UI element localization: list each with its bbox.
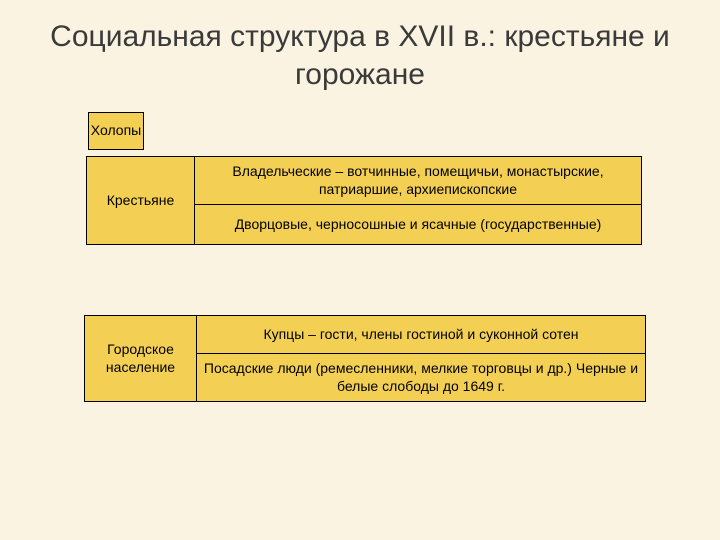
holopy-box: Холопы [88,112,144,150]
peasants-row2-cell: Дворцовые, черносошные и ясачные (госуда… [195,205,642,245]
townsmen-table: Городское население Купцы – гости, члены… [84,315,646,402]
peasants-row1-cell: Владельческие – вотчинные, помещичьи, мо… [195,157,642,205]
townsmen-row1-cell: Купцы – гости, члены гостиной и суконной… [197,316,646,354]
townsmen-label-cell: Городское население [85,316,197,402]
townsmen-row2-cell: Посадские люди (ремесленники, мелкие тор… [197,354,646,402]
table-row: Крестьяне Владельческие – вотчинные, пом… [87,157,642,205]
table-row: Городское население Купцы – гости, члены… [85,316,646,354]
slide: Социальная структура в XVII в.: крестьян… [0,0,720,540]
peasants-label-cell: Крестьяне [87,157,195,245]
slide-title: Социальная структура в XVII в.: крестьян… [0,18,720,93]
peasants-table: Крестьяне Владельческие – вотчинные, пом… [86,156,642,245]
